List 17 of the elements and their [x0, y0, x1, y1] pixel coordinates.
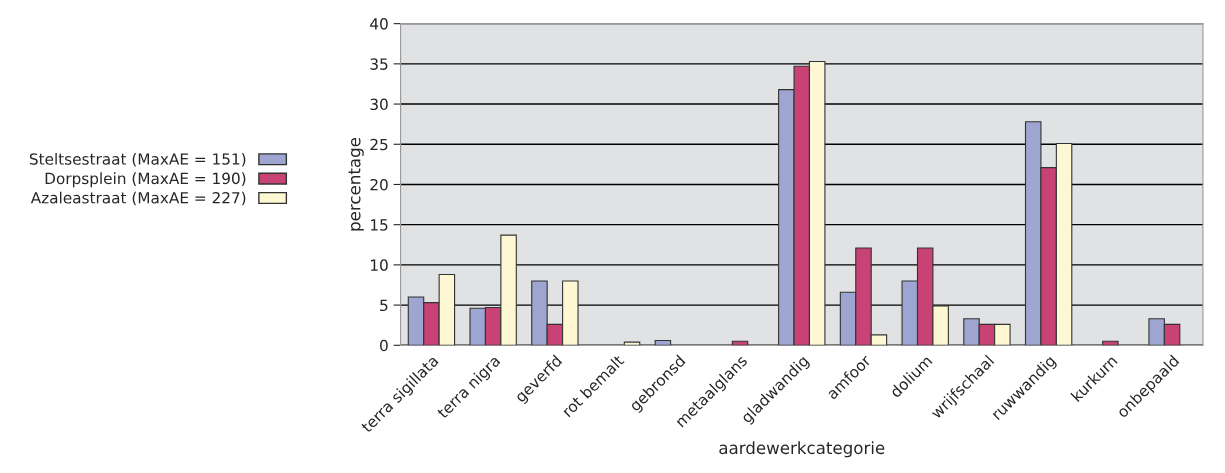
legend-label: Dorpsplein (MaxAE = 190): [45, 172, 246, 188]
x-axis-title: aardewerkcategorie: [719, 441, 885, 458]
y-tick-label: 25: [370, 138, 388, 151]
bar: [1102, 340, 1119, 346]
y-tick-label: 5: [380, 299, 388, 312]
y-tick-label: 0: [380, 339, 388, 352]
bar: [623, 341, 641, 346]
y-tick-label: 40: [370, 18, 388, 30]
bar: [654, 339, 672, 346]
legend-label: Steltsestraat (MaxAE = 151): [29, 152, 246, 167]
y-tick-label: 20: [370, 178, 388, 191]
y-tick-label: 15: [371, 219, 388, 231]
y-tick-label: 30: [370, 98, 388, 111]
y-tick-label: 10: [371, 259, 388, 271]
y-axis-title: percentage: [348, 137, 364, 231]
legend-label: Azaleastraat (MaxAE = 227): [30, 191, 246, 206]
y-tick-label: 35: [370, 58, 388, 70]
